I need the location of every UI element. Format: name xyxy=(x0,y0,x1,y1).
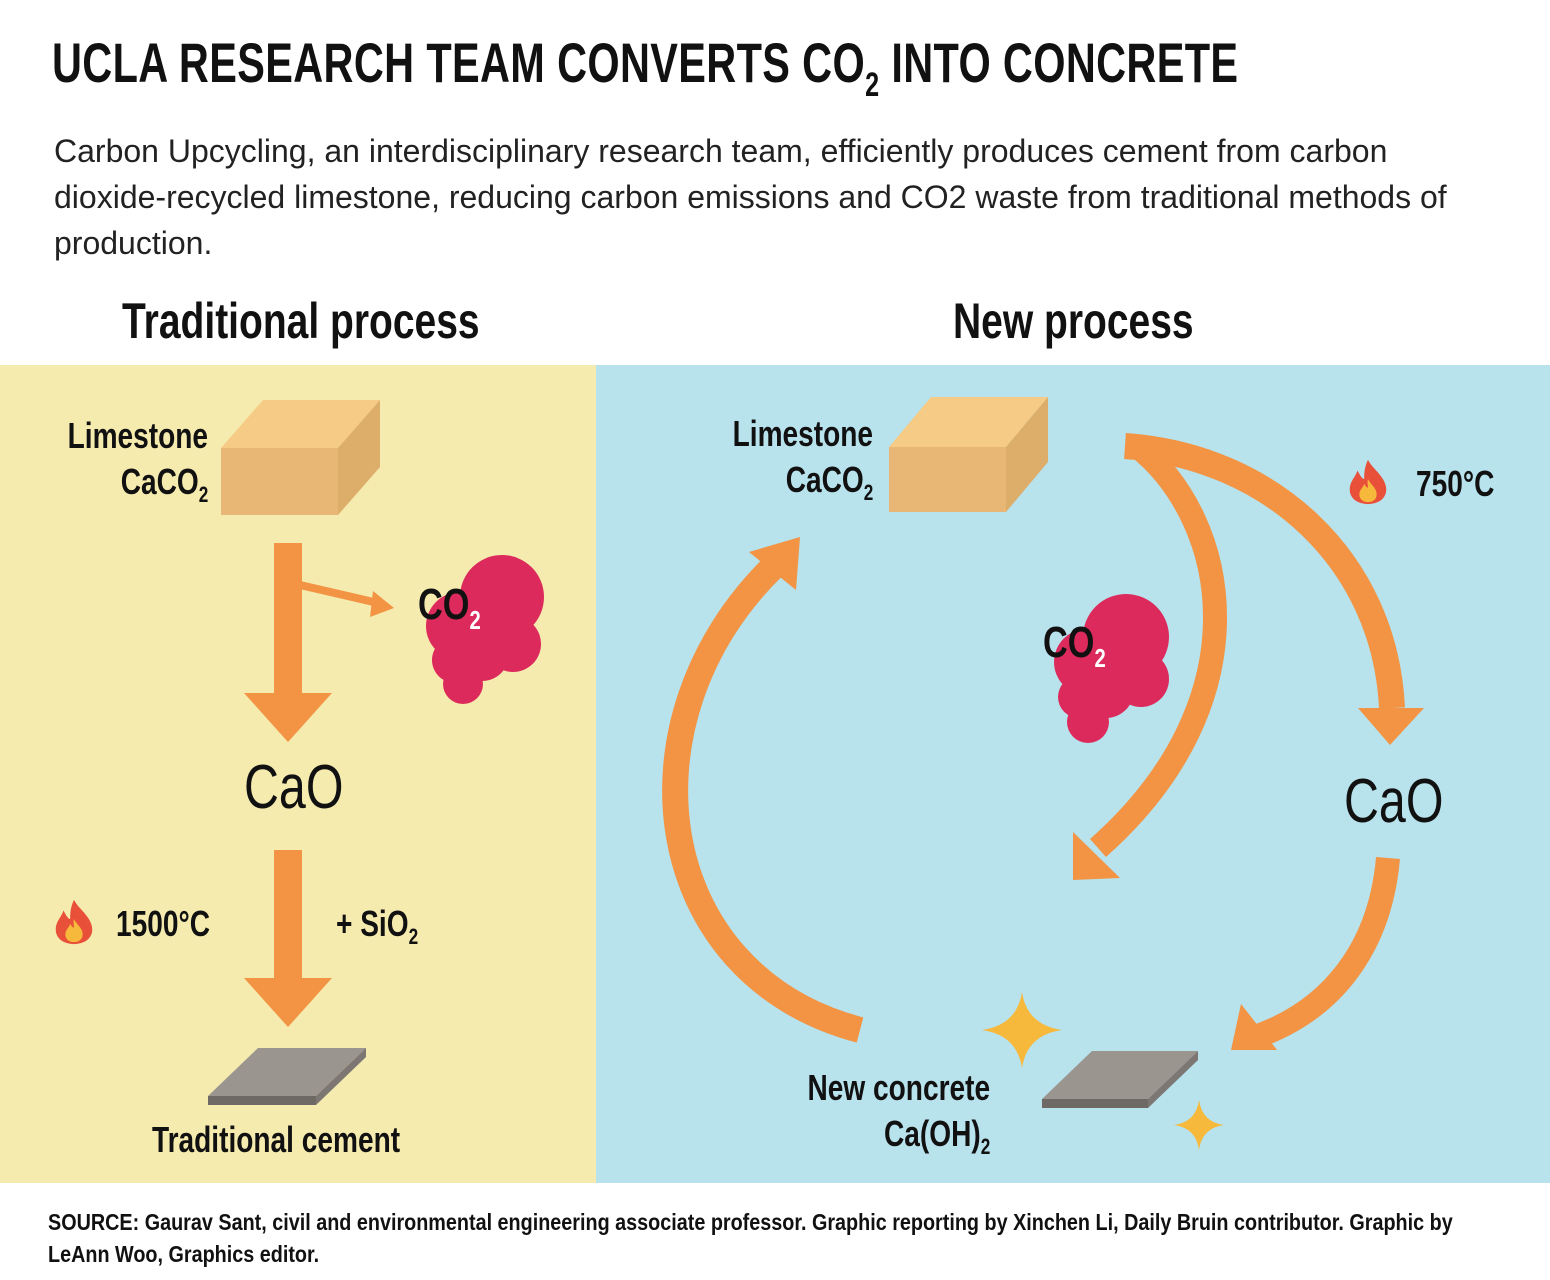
arrow-concrete-to-limestone xyxy=(662,537,864,1043)
sparkle-icon xyxy=(1174,1100,1224,1150)
co2-label: CO2 xyxy=(418,580,481,635)
sio2-additive-label: + SiO2 xyxy=(336,903,419,949)
limestone-formula: CaCO2 xyxy=(120,461,208,507)
new-process-heading: New process xyxy=(953,293,1194,349)
cement-slab-icon xyxy=(1042,1051,1198,1108)
limestone-formula: CaCO2 xyxy=(785,459,873,505)
cement-slab-icon xyxy=(208,1048,366,1105)
traditional-cement-label: Traditional cement xyxy=(152,1119,401,1160)
arrow-cao-to-concrete xyxy=(1231,856,1400,1050)
arrow-limestone-to-cao xyxy=(1124,433,1424,745)
new-concrete-label: New concrete xyxy=(807,1067,990,1108)
arrow-limestone-to-cao xyxy=(244,543,332,742)
co2-cloud-icon xyxy=(426,555,544,704)
arrow-cao-to-cement xyxy=(244,850,332,1027)
flame-icon xyxy=(55,899,93,945)
page-title: UCLA RESEARCH TEAM CONVERTS CO2 INTO CON… xyxy=(52,31,1239,104)
co2-label: CO2 xyxy=(1043,618,1106,673)
source-credit: SOURCE: Gaurav Sant, civil and environme… xyxy=(48,1209,1453,1267)
new-concrete-formula: Ca(OH)2 xyxy=(883,1113,990,1159)
traditional-process-heading: Traditional process xyxy=(122,293,480,349)
temperature-label: 750°C xyxy=(1416,463,1495,504)
limestone-block-icon xyxy=(221,400,380,515)
limestone-label: Limestone xyxy=(732,413,873,454)
arrow-to-co2 xyxy=(299,581,394,617)
cao-label: CaO xyxy=(1344,767,1444,836)
limestone-block-icon xyxy=(889,397,1048,512)
sparkle-icon xyxy=(982,992,1062,1068)
cao-label: CaO xyxy=(244,753,344,822)
page-subtitle: Carbon Upcycling, an interdisciplinary r… xyxy=(54,133,1447,261)
arrow-co2-capture xyxy=(1073,436,1227,880)
flame-icon xyxy=(1349,459,1387,505)
co2-cloud-icon xyxy=(1054,594,1169,743)
temperature-label: 1500°C xyxy=(116,903,210,944)
limestone-label: Limestone xyxy=(67,415,208,456)
new-process-panel xyxy=(596,365,1550,1183)
